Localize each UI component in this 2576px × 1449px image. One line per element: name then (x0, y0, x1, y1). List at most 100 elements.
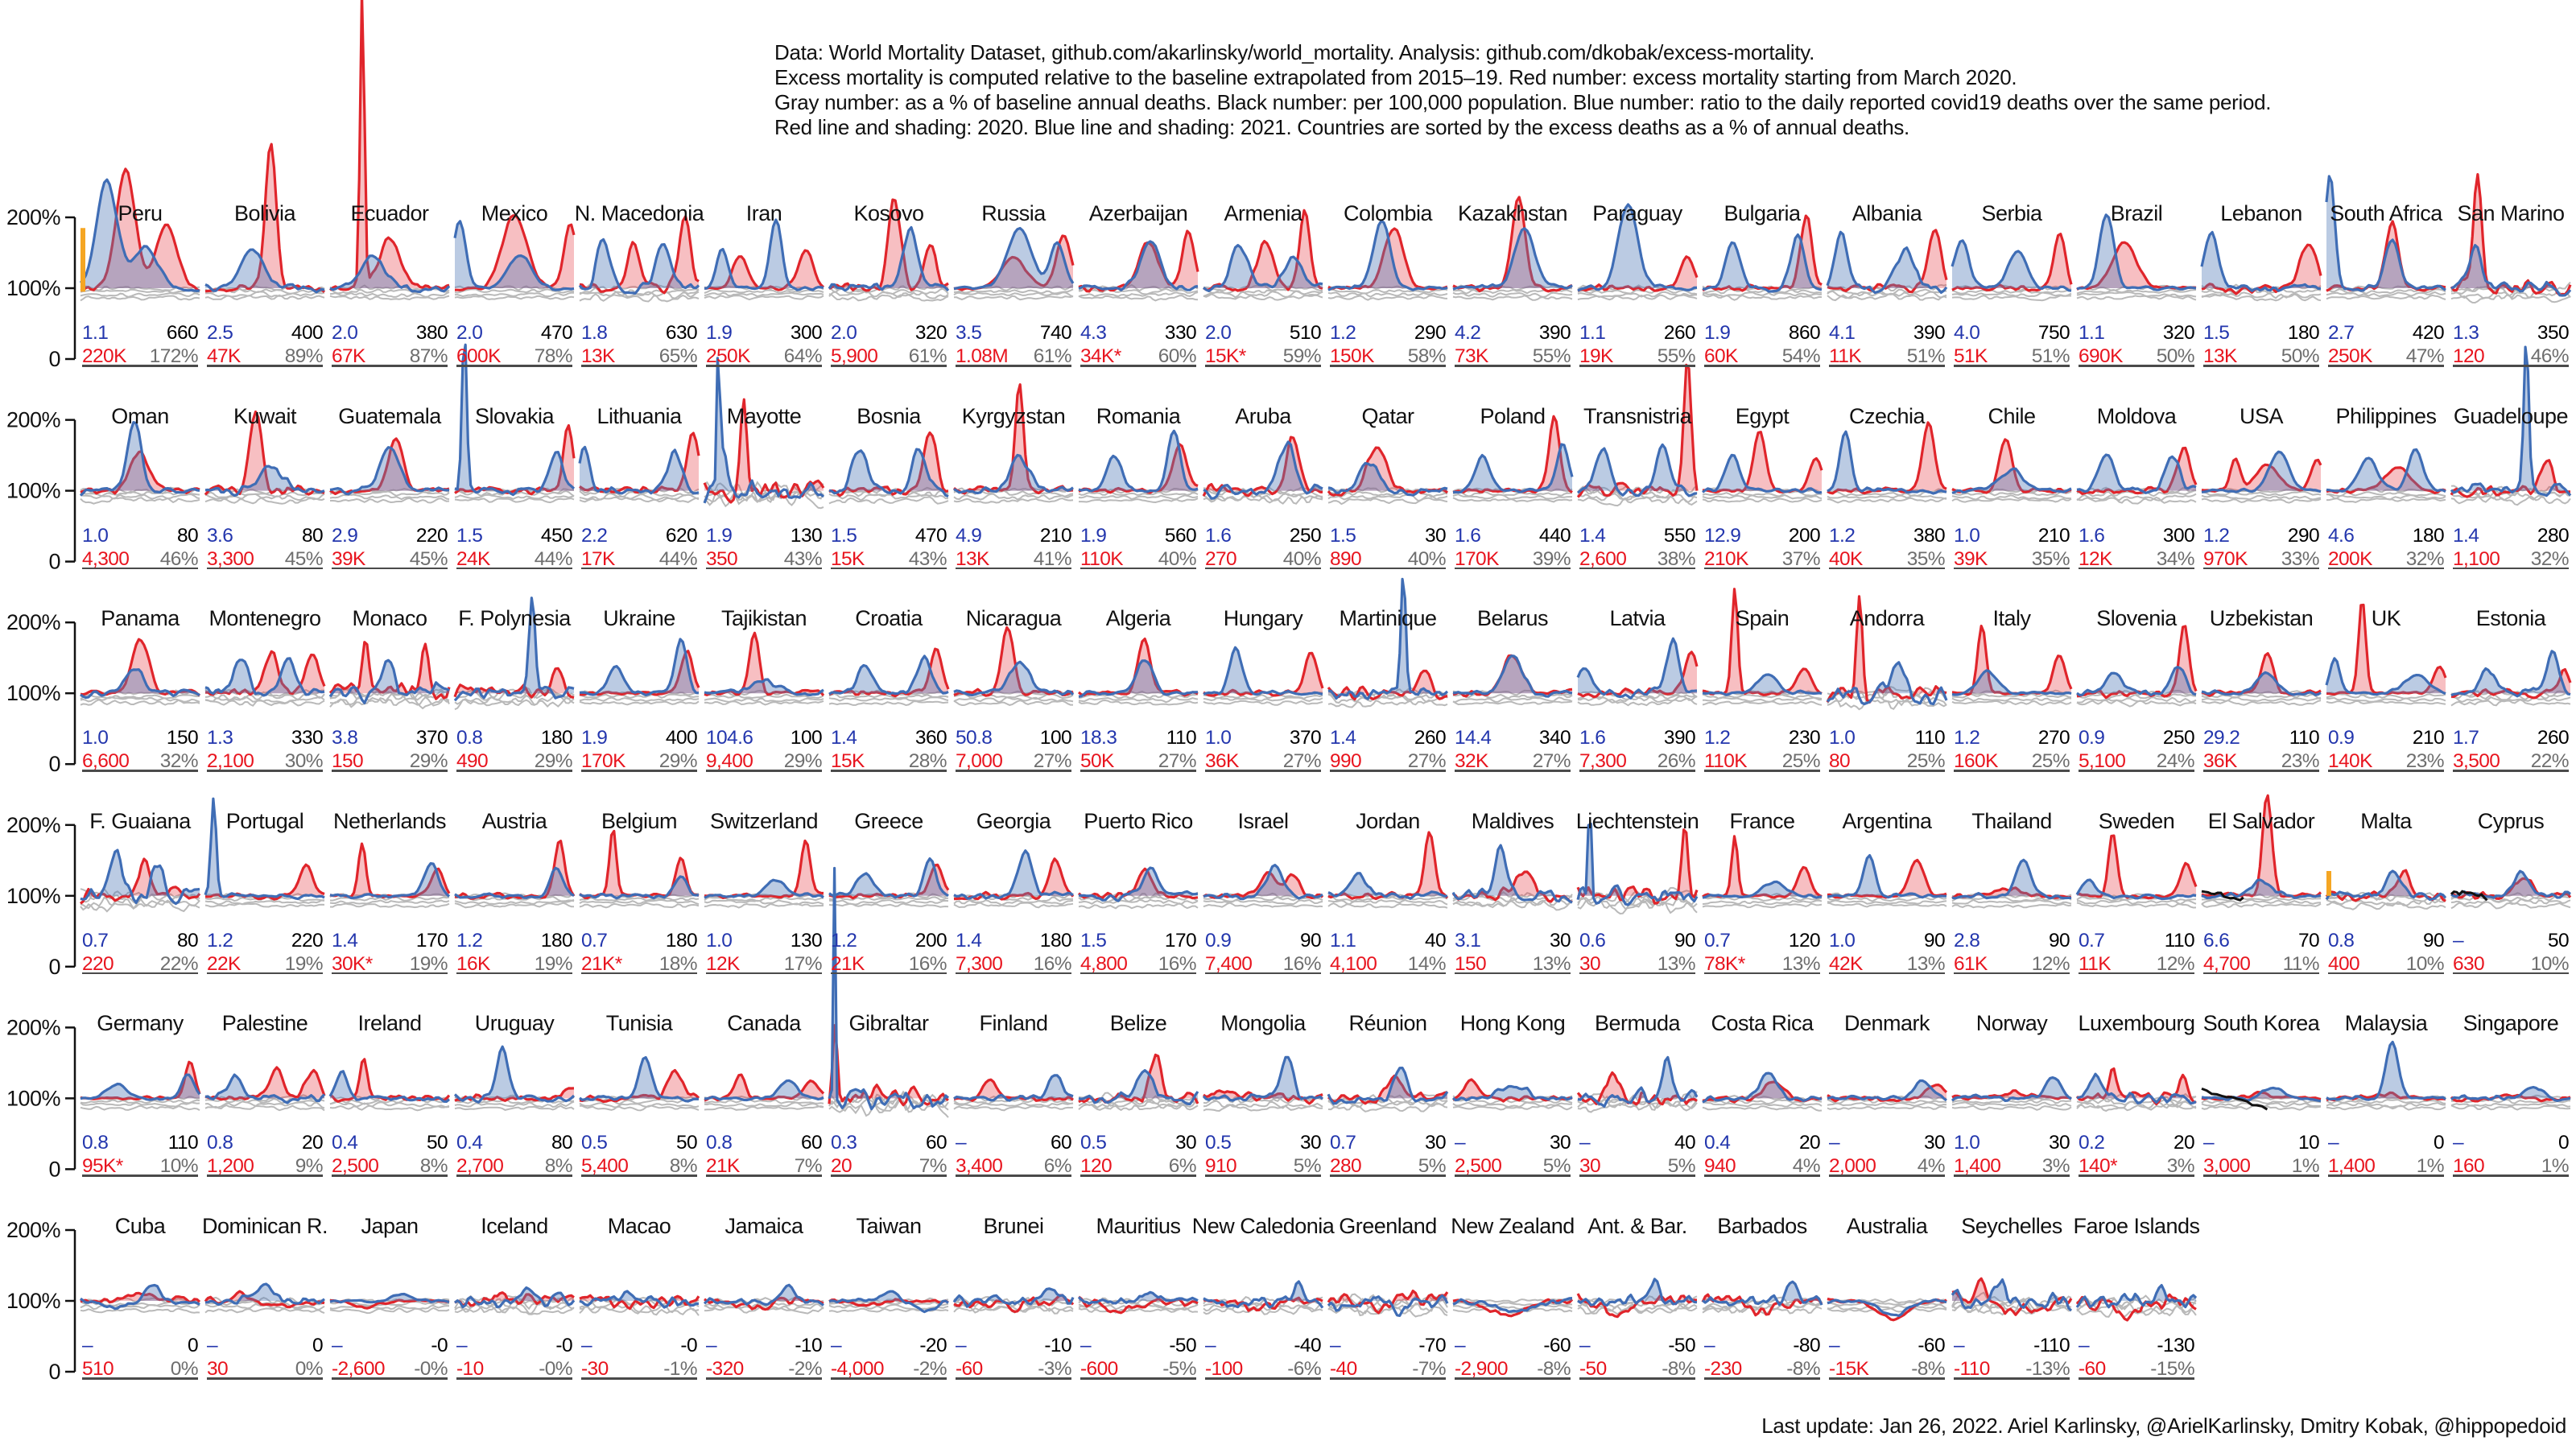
stat-row-1-liechtenstein: 0.6 90 (1579, 930, 1696, 952)
stat-pct-baseline: 5% (1667, 1155, 1696, 1178)
stat-row-1-ant-bar: – -50 (1579, 1335, 1696, 1357)
stat-pct-baseline: 24% (2156, 750, 2195, 773)
baseline-line (828, 892, 949, 899)
stat-pct-baseline: 32% (159, 750, 199, 773)
line-2021 (79, 421, 200, 497)
baseline-line (1078, 1099, 1199, 1109)
stat-underline (2079, 1377, 2194, 1380)
stat-per-100k: 30 (1424, 524, 1447, 547)
baseline-line (454, 1094, 575, 1102)
stat-row-1-taiwan: – -20 (831, 1335, 947, 1357)
area-2021 (1203, 245, 1323, 288)
baseline-line (1078, 295, 1199, 302)
stat-row-2-portugal: 22K 19% (207, 953, 324, 976)
baseline-line (704, 893, 824, 899)
baseline-line (1951, 697, 2072, 703)
stat-row-1-gibraltar: 0.3 60 (831, 1132, 947, 1154)
baseline-line (2201, 497, 2322, 504)
country-title-new-zealand: New Zealand (1451, 1214, 1575, 1238)
baseline-line (1702, 899, 1823, 906)
baseline-line (2326, 497, 2446, 503)
caption-line-4: Red line and shading: 2020. Blue line an… (774, 115, 1909, 139)
baseline-line (329, 1304, 450, 1311)
stat-per-100k: -0 (680, 1335, 697, 1356)
stat-per-100k: 30 (1299, 1132, 1322, 1154)
area-2021 (2077, 880, 2196, 896)
line-2021 (704, 218, 824, 291)
area-2020 (2077, 242, 2196, 288)
stat-covid-ratio: 1.1 (82, 322, 109, 344)
baseline-line (579, 1096, 700, 1101)
y-axis-label: 200% (6, 408, 61, 432)
stat-row-2-costa-rica: 940 4% (1704, 1155, 1821, 1178)
baseline-line (1827, 286, 1947, 295)
stat-pct-baseline: 89% (284, 345, 324, 367)
baseline-line (953, 696, 1074, 704)
stat-pct-baseline: 8% (544, 1155, 573, 1178)
area-2021 (580, 876, 699, 896)
country-title-usa: USA (2239, 403, 2284, 428)
baseline-line (329, 295, 450, 301)
baseline-line (2326, 894, 2446, 904)
stat-covid-ratio: 12.9 (1704, 524, 1741, 547)
country-title-r-union: Réunion (1348, 1011, 1427, 1036)
stat-underline (456, 972, 572, 975)
stat-row-1-barbados: – -80 (1704, 1335, 1821, 1357)
stat-underline (332, 972, 448, 975)
area-2021 (1827, 431, 1946, 491)
baseline-line (1577, 895, 1698, 915)
line-2021 (2076, 666, 2197, 696)
area-2021 (704, 220, 824, 288)
line-2021 (1078, 1069, 1199, 1106)
baseline-line (2450, 898, 2571, 906)
baseline-line (704, 481, 824, 498)
baseline-line (2326, 1101, 2446, 1108)
line-2020 (1452, 1298, 1574, 1318)
stat-pct-baseline: 23% (2405, 750, 2445, 773)
stat-excess-deaths: 690K (2079, 345, 2123, 367)
line-2021 (953, 226, 1075, 291)
stat-covid-ratio: 1.1 (2079, 322, 2105, 344)
baseline-line (1951, 488, 2072, 493)
caption-line-1: Data: World Mortality Dataset, github.co… (774, 40, 1814, 64)
country-title-singapore: Singapore (2462, 1011, 2559, 1036)
stat-covid-ratio: 0.7 (1704, 929, 1731, 952)
line-2021 (2201, 450, 2322, 493)
stat-underline (82, 567, 198, 570)
area-2021 (205, 1075, 324, 1099)
country-title-barbados: Barbados (1717, 1214, 1807, 1238)
stat-per-100k: 30 (1174, 1132, 1197, 1154)
baseline-line (1702, 1101, 1823, 1108)
stat-row-2-ecuador: 67K 87% (332, 345, 448, 368)
country-title-france: France (1729, 808, 1795, 833)
baseline-line (1827, 902, 1947, 908)
country-chart-faroe-islands (2075, 1284, 2198, 1322)
line-2021 (1077, 1290, 1199, 1305)
stat-underline (207, 567, 323, 570)
stat-per-100k: 80 (301, 524, 324, 547)
area-2020 (1203, 872, 1323, 896)
stat-covid-ratio: 1.0 (706, 929, 733, 952)
area-2021 (1328, 579, 1447, 694)
baseline-line (454, 288, 575, 294)
area-2021 (330, 1294, 449, 1301)
stat-pct-baseline: 27% (1033, 750, 1072, 773)
line-2020 (704, 1295, 824, 1311)
country-title-uzbekistan: Uzbekistan (2209, 606, 2314, 631)
stat-per-100k: 100 (1039, 727, 1072, 749)
area-2020 (2326, 1092, 2446, 1099)
line-2020 (80, 1060, 201, 1101)
stat-covid-ratio: 1.3 (2453, 322, 2479, 344)
area-2021 (1952, 1077, 2071, 1099)
country-chart-canada (704, 1073, 825, 1111)
baseline-line (204, 899, 324, 906)
stat-row-1-macao: – -0 (581, 1335, 698, 1357)
stat-row-1-singapore: –0 (2453, 1132, 2570, 1154)
baseline-line (1827, 699, 1947, 711)
baseline-line (2076, 1100, 2197, 1109)
area-2021 (205, 1284, 324, 1301)
baseline-line (1078, 898, 1199, 905)
baseline-line (1452, 897, 1573, 908)
line-2021 (828, 448, 949, 498)
stat-row-2-uk: 140K 23% (2328, 750, 2445, 773)
